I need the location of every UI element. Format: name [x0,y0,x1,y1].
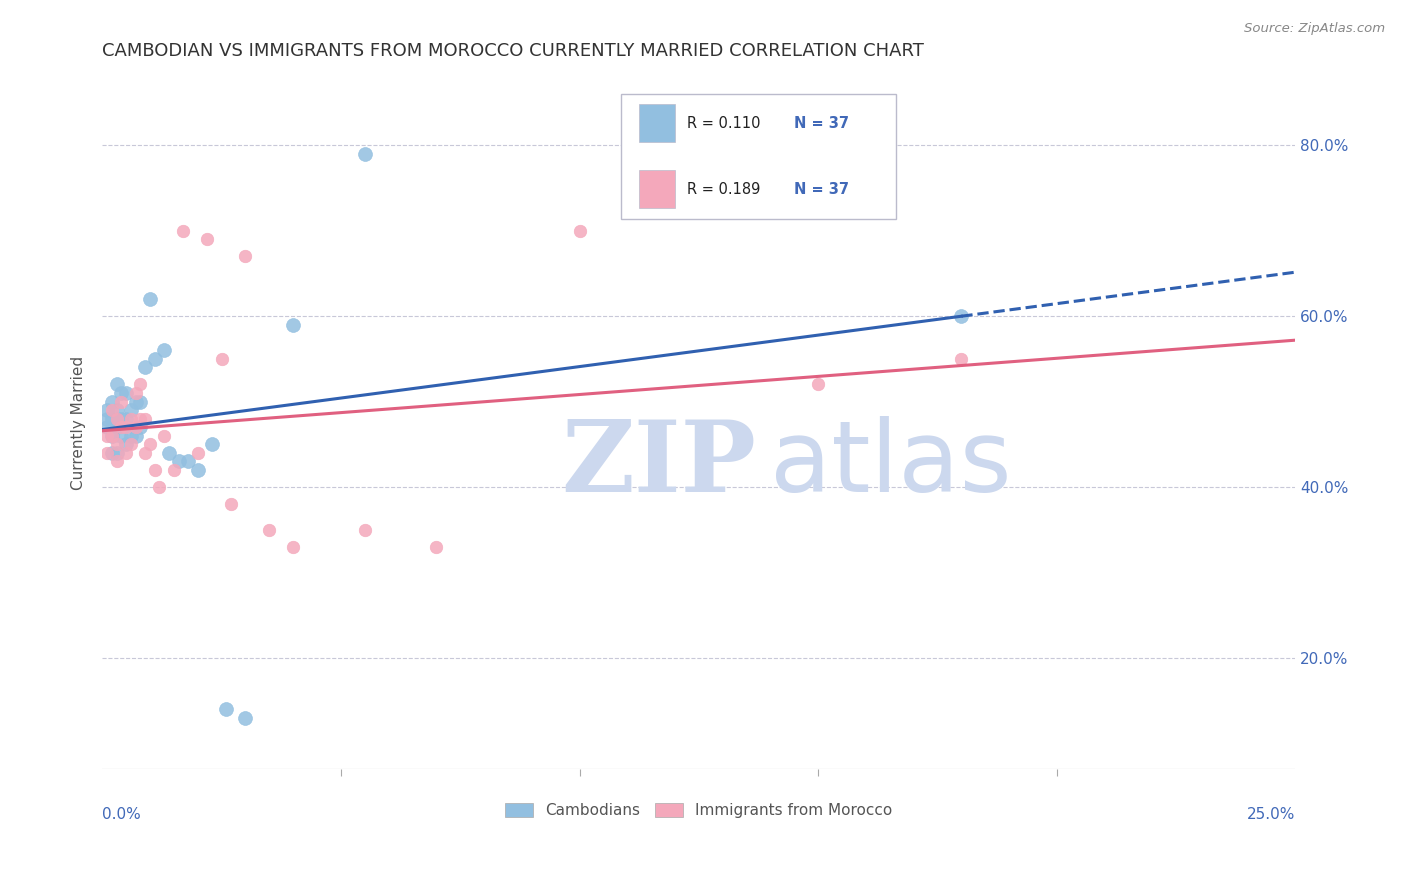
Text: CAMBODIAN VS IMMIGRANTS FROM MOROCCO CURRENTLY MARRIED CORRELATION CHART: CAMBODIAN VS IMMIGRANTS FROM MOROCCO CUR… [103,42,924,60]
Bar [640,104,675,143]
Text: R = 0.189: R = 0.189 [688,182,761,196]
Legend: Cambodians, Immigrants from Morocco: Cambodians, Immigrants from Morocco [499,797,898,824]
FancyBboxPatch shape [621,94,896,219]
Y-axis label: Currently Married: Currently Married [72,356,86,490]
Text: Source: ZipAtlas.com: Source: ZipAtlas.com [1244,22,1385,36]
Text: 25.0%: 25.0% [1247,807,1295,822]
Bar [640,170,675,208]
Text: 0.0%: 0.0% [103,807,141,822]
Text: N = 37: N = 37 [794,116,849,131]
Text: atlas: atlas [770,416,1012,513]
Text: R = 0.110: R = 0.110 [688,116,761,131]
Text: N = 37: N = 37 [794,182,849,196]
Text: ZIP: ZIP [561,416,756,513]
